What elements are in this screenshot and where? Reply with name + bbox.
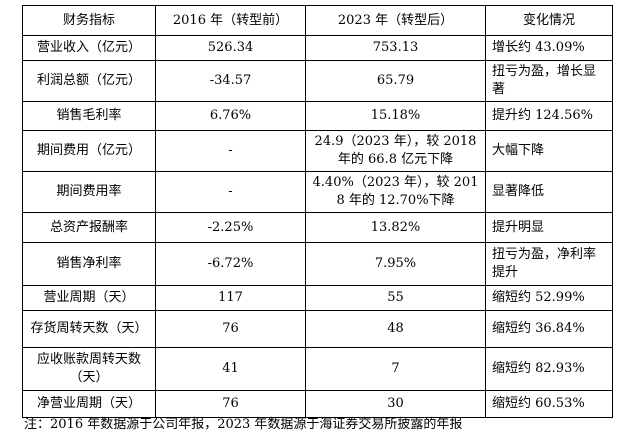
table-cell: 41 (155, 347, 306, 391)
table-cell: 30 (305, 390, 486, 418)
table-cell: 存货周转天数（天） (22, 310, 156, 348)
table-cell: 24.9（2023 年），较 2018 年的 66.8 亿元下降 (305, 130, 486, 172)
table-cell: 7.95% (305, 242, 486, 286)
table-cell: 13.82% (305, 212, 486, 243)
table-cell: - (155, 130, 306, 172)
table-cell: 753.13 (305, 35, 486, 61)
header-cell: 财务指标 (22, 5, 156, 36)
table-cell: -34.57 (155, 60, 306, 102)
table-cell: 提升约 124.56% (485, 101, 613, 131)
table-cell: 15.18% (305, 101, 486, 131)
table-cell: 7 (305, 347, 486, 391)
table-cell: 大幅下降 (485, 130, 613, 172)
table-cell: 营业收入（亿元） (22, 35, 156, 61)
header-row: 财务指标 2016 年（转型前） 2023 年（转型后） 变化情况 (22, 5, 613, 36)
table-row: 营业周期（天） 117 55 缩短约 52.99% (22, 285, 613, 311)
table-cell: 利润总额（亿元） (22, 60, 156, 102)
table-cell: 显著降低 (485, 171, 613, 213)
table-cell: 扭亏为盈，增长显著 (485, 60, 613, 102)
table-cell: 销售净利率 (22, 242, 156, 286)
header-cell: 2023 年（转型后） (305, 5, 486, 36)
table-cell: 4.40%（2023 年），较 2018 年的 12.70%下降 (305, 171, 486, 213)
table-cell: 76 (155, 390, 306, 418)
table-row: 净营业周期（天） 76 30 缩短约 60.53% (22, 390, 613, 418)
table-cell: 期间费用率 (22, 171, 156, 213)
table-cell: 缩短约 60.53% (485, 390, 613, 418)
table-cell: 6.76% (155, 101, 306, 131)
table-cell: 526.34 (155, 35, 306, 61)
table-cell: 应收账款周转天数（天） (22, 347, 156, 391)
table-cell: 营业周期（天） (22, 285, 156, 311)
table-cell: 增长约 43.09% (485, 35, 613, 61)
table-cell: -2.25% (155, 212, 306, 243)
table-cell: 117 (155, 285, 306, 311)
table-cell: 总资产报酬率 (22, 212, 156, 243)
header-cell: 变化情况 (485, 5, 613, 36)
table-cell: 提升明显 (485, 212, 613, 243)
table-cell: 缩短约 52.99% (485, 285, 613, 311)
table-cell: 55 (305, 285, 486, 311)
table-row: 销售毛利率 6.76% 15.18% 提升约 124.56% (22, 101, 613, 131)
header-cell: 2016 年（转型前） (155, 5, 306, 36)
table-wrap: 财务指标 2016 年（转型前） 2023 年（转型后） 变化情况 营业收入（亿元） 5… (22, 5, 613, 418)
table-row: 利润总额（亿元） -34.57 65.79 扭亏为盈，增长显著 (22, 60, 613, 102)
table-cell: 缩短约 82.93% (485, 347, 613, 391)
table-cell: 销售毛利率 (22, 101, 156, 131)
table-cell: - (155, 171, 306, 213)
table-cell: 48 (305, 310, 486, 348)
table-cell: -6.72% (155, 242, 306, 286)
table-row: 总资产报酬率 -2.25% 13.82% 提升明显 (22, 212, 613, 243)
table-row: 存货周转天数（天） 76 48 缩短约 36.84% (22, 310, 613, 348)
table-cell: 净营业周期（天） (22, 390, 156, 418)
table: 财务指标 2016 年（转型前） 2023 年（转型后） 变化情况 营业收入（亿元） 5… (22, 5, 613, 418)
table-cell: 76 (155, 310, 306, 348)
table-header: 财务指标 2016 年（转型前） 2023 年（转型后） 变化情况 (22, 5, 613, 36)
table-row: 营业收入（亿元） 526.34 753.13 增长约 43.09% (22, 35, 613, 61)
table-cell: 扭亏为盈，净利率提升 (485, 242, 613, 286)
table-cell: 期间费用（亿元） (22, 130, 156, 172)
table-cell: 缩短约 36.84% (485, 310, 613, 348)
table-body: 营业收入（亿元） 526.34 753.13 增长约 43.09% 利润总额（亿元） -3… (22, 35, 613, 418)
table-row: 应收账款周转天数（天） 41 7 缩短约 82.93% (22, 347, 613, 391)
table-row: 销售净利率 -6.72% 7.95% 扭亏为盈，净利率提升 (22, 242, 613, 286)
note: 注：2016 年数据源于公司年报，2023 年数据源于海证券交易所披露的年报 (24, 417, 463, 432)
table-row: 期间费用（亿元） -24.9（2023 年），较 2018 年的 66.8 亿元下… (22, 130, 613, 172)
table-cell: 65.79 (305, 60, 486, 102)
table-row: 期间费用率 -4.40%（2023 年），较 2018 年的 12.70%下降 显著… (22, 171, 613, 213)
